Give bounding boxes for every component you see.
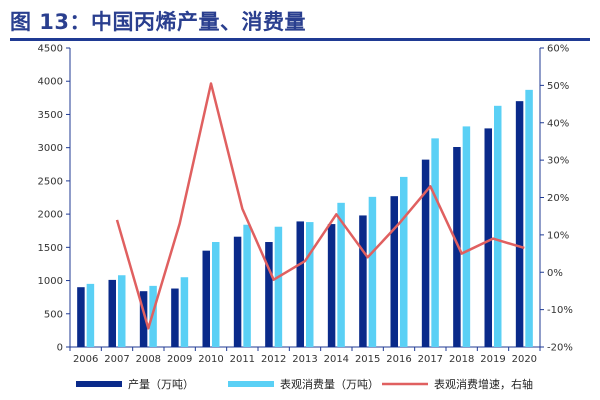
right-tick-label: -10% [547, 305, 573, 316]
consumption-bar [368, 196, 377, 347]
x-tick-label: 2014 [324, 354, 349, 365]
x-tick-label: 2016 [386, 354, 411, 365]
production-bar [421, 159, 430, 347]
production-bar [202, 250, 210, 347]
chart-tick-labels: 0 500 1000 1500 2000 2500 3000 3500 4000 4500 -20%… [38, 44, 573, 366]
x-tick-label: 2020 [512, 354, 537, 365]
consumption-bar [494, 105, 502, 347]
production-bar [390, 196, 398, 347]
x-tick-label: 2009 [167, 354, 192, 365]
x-tick-label: 2018 [449, 354, 474, 365]
consumption-bar [400, 176, 408, 347]
left-tick-label: 500 [44, 309, 63, 320]
x-tick-label: 2015 [355, 354, 380, 365]
chart-growth-line [115, 82, 525, 330]
x-tick-label: 2007 [104, 354, 129, 365]
chart-axes [66, 47, 544, 351]
chart-title: 图 13：中国丙烯产量、消费量 [10, 10, 307, 34]
consumption-bar [337, 202, 345, 347]
consumption-bar [274, 226, 283, 347]
x-tick-label: 2006 [73, 354, 98, 365]
production-bar [327, 224, 336, 347]
left-tick-label: 3500 [38, 110, 63, 121]
right-tick-label: 20% [547, 193, 569, 204]
production-bar [171, 288, 179, 347]
production-bar [484, 128, 492, 347]
right-tick-label: -20% [547, 343, 573, 354]
growth-rate-line [115, 82, 525, 330]
production-bar [359, 215, 367, 347]
right-tick-label: 60% [547, 44, 569, 55]
legend-label-consumption: 表观消费量（万吨） [280, 377, 379, 391]
legend-swatch-consumption [228, 381, 274, 387]
legend-swatch-production [76, 381, 122, 387]
consumption-bar [525, 89, 533, 348]
right-tick-label: 40% [547, 118, 569, 129]
production-bar [77, 287, 85, 347]
production-bar [139, 291, 148, 347]
x-tick-label: 2008 [136, 354, 161, 365]
chart-legend: 产量（万吨） 表观消费量（万吨） 表观消费增速，右轴 [76, 377, 533, 391]
left-tick-label: 2000 [38, 210, 63, 221]
right-tick-label: 10% [547, 230, 569, 241]
x-tick-label: 2011 [230, 354, 255, 365]
left-tick-label: 4000 [38, 77, 63, 88]
left-tick-label: 3000 [38, 143, 63, 154]
consumption-bar [86, 283, 95, 347]
left-tick-label: 1000 [38, 276, 63, 287]
legend-label-growth: 表观消费增速，右轴 [434, 377, 533, 391]
consumption-bar [306, 222, 314, 347]
production-bar [453, 147, 461, 347]
production-bar [108, 279, 116, 347]
left-tick-label: 2500 [38, 176, 63, 187]
x-tick-label: 2010 [198, 354, 223, 365]
x-tick-label: 2017 [418, 354, 443, 365]
x-tick-label: 2012 [261, 354, 286, 365]
chart-bars [77, 89, 533, 348]
consumption-bar [243, 224, 251, 347]
title-underline [10, 38, 590, 41]
consumption-bar [212, 242, 220, 347]
left-tick-label: 0 [57, 343, 63, 354]
right-tick-label: 30% [547, 156, 569, 167]
right-tick-label: 0% [547, 268, 563, 279]
legend-label-production: 产量（万吨） [128, 377, 194, 391]
left-tick-label: 1500 [38, 243, 63, 254]
x-tick-label: 2019 [480, 354, 505, 365]
consumption-bar [431, 138, 439, 347]
right-tick-label: 50% [547, 81, 569, 92]
production-bar [233, 236, 242, 347]
consumption-bar [180, 277, 189, 347]
x-tick-label: 2013 [292, 354, 317, 365]
consumption-bar [462, 126, 471, 347]
consumption-bar [118, 275, 126, 347]
production-bar [265, 242, 273, 347]
production-bar [515, 101, 524, 348]
production-bar [296, 221, 304, 347]
left-tick-label: 4500 [38, 44, 63, 55]
